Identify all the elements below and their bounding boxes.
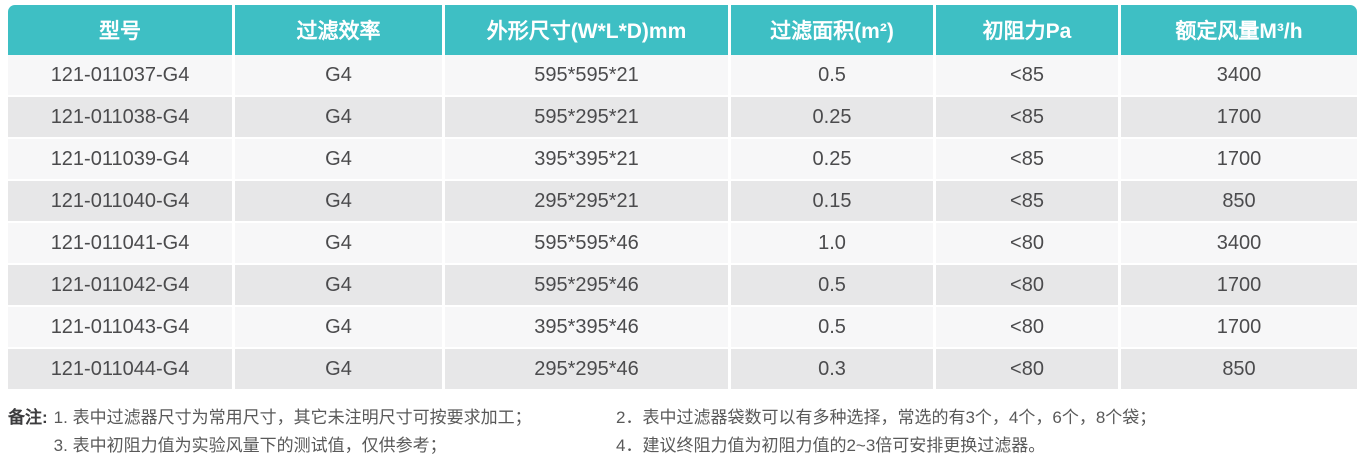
cell-model: 121-011037-G4: [8, 55, 232, 97]
cell-area: 0.5: [728, 55, 933, 97]
cell-area: 0.25: [728, 139, 933, 181]
cell-resistance: <85: [933, 55, 1118, 97]
cell-resistance: <80: [933, 307, 1118, 349]
cell-efficiency: G4: [232, 181, 442, 223]
cell-model: 121-011038-G4: [8, 97, 232, 139]
cell-airflow: 1700: [1118, 139, 1357, 181]
cell-model: 121-011042-G4: [8, 265, 232, 307]
cell-efficiency: G4: [232, 139, 442, 181]
cell-model: 121-011044-G4: [8, 349, 232, 391]
col-header-area: 过滤面积(m²): [728, 5, 933, 55]
table-row: 121-011043-G4 G4 395*395*46 0.5 <80 1700: [8, 307, 1357, 349]
cell-area: 0.3: [728, 349, 933, 391]
cell-airflow: 3400: [1118, 55, 1357, 97]
cell-dimensions: 295*295*46: [442, 349, 728, 391]
table-row: 121-011037-G4 G4 595*595*21 0.5 <85 3400: [8, 55, 1357, 97]
cell-dimensions: 595*595*21: [442, 55, 728, 97]
cell-airflow: 850: [1118, 181, 1357, 223]
cell-airflow: 850: [1118, 349, 1357, 391]
cell-efficiency: G4: [232, 307, 442, 349]
cell-efficiency: G4: [232, 349, 442, 391]
table-row: 121-011039-G4 G4 395*395*21 0.25 <85 170…: [8, 139, 1357, 181]
cell-dimensions: 395*395*46: [442, 307, 728, 349]
cell-efficiency: G4: [232, 97, 442, 139]
cell-airflow: 3400: [1118, 223, 1357, 265]
cell-airflow: 1700: [1118, 307, 1357, 349]
remark-item-1: 1. 表中过滤器尺寸为常用尺寸，其它未注明尺寸可按要求加工；: [53, 408, 532, 427]
remark-item-2: 2．表中过滤器袋数可以有多种选择，常选的有3个，4个，6个，8个袋；: [616, 408, 1157, 427]
col-header-model: 型号: [8, 5, 232, 55]
cell-resistance: <80: [933, 265, 1118, 307]
table-row: 121-011040-G4 G4 295*295*21 0.15 <85 850: [8, 181, 1357, 223]
cell-model: 121-011039-G4: [8, 139, 232, 181]
col-header-efficiency: 过滤效率: [232, 5, 442, 55]
remarks-label: 备注:: [8, 408, 48, 427]
table-row: 121-011038-G4 G4 595*295*21 0.25 <85 170…: [8, 97, 1357, 139]
cell-area: 0.25: [728, 97, 933, 139]
cell-resistance: <85: [933, 97, 1118, 139]
cell-model: 121-011041-G4: [8, 223, 232, 265]
header-row: 型号 过滤效率 外形尺寸(W*L*D)mm 过滤面积(m²) 初阻力Pa 额定风…: [8, 5, 1357, 55]
table-row: 121-011041-G4 G4 595*595*46 1.0 <80 3400: [8, 223, 1357, 265]
col-header-airflow: 额定风量M³/h: [1118, 5, 1357, 55]
cell-area: 0.5: [728, 265, 933, 307]
remarks-right-column: 2．表中过滤器袋数可以有多种选择，常选的有3个，4个，6个，8个袋； 4．建议终…: [616, 404, 1357, 457]
remark-item-4: 4．建议终阻力值为初阻力值的2~3倍可安排更换过滤器。: [616, 436, 1046, 455]
remarks-left-items: 1. 表中过滤器尺寸为常用尺寸，其它未注明尺寸可按要求加工； 3. 表中初阻力值…: [54, 404, 532, 457]
cell-dimensions: 295*295*21: [442, 181, 728, 223]
cell-resistance: <80: [933, 223, 1118, 265]
cell-resistance: <85: [933, 139, 1118, 181]
cell-model: 121-011043-G4: [8, 307, 232, 349]
cell-efficiency: G4: [232, 55, 442, 97]
col-header-dimensions: 外形尺寸(W*L*D)mm: [442, 5, 728, 55]
cell-dimensions: 595*295*21: [442, 97, 728, 139]
cell-efficiency: G4: [232, 223, 442, 265]
cell-area: 0.5: [728, 307, 933, 349]
cell-efficiency: G4: [232, 265, 442, 307]
cell-area: 0.15: [728, 181, 933, 223]
cell-airflow: 1700: [1118, 97, 1357, 139]
cell-area: 1.0: [728, 223, 933, 265]
filter-spec-table: 型号 过滤效率 外形尺寸(W*L*D)mm 过滤面积(m²) 初阻力Pa 额定风…: [8, 5, 1357, 391]
cell-resistance: <80: [933, 349, 1118, 391]
table-row: 121-011042-G4 G4 595*295*46 0.5 <80 1700: [8, 265, 1357, 307]
col-header-resistance: 初阻力Pa: [933, 5, 1118, 55]
remarks-left-column: 备注: 1. 表中过滤器尺寸为常用尺寸，其它未注明尺寸可按要求加工； 3. 表中…: [8, 404, 616, 457]
cell-dimensions: 595*595*46: [442, 223, 728, 265]
cell-model: 121-011040-G4: [8, 181, 232, 223]
table-row: 121-011044-G4 G4 295*295*46 0.3 <80 850: [8, 349, 1357, 391]
remarks-section: 备注: 1. 表中过滤器尺寸为常用尺寸，其它未注明尺寸可按要求加工； 3. 表中…: [8, 404, 1357, 457]
cell-airflow: 1700: [1118, 265, 1357, 307]
cell-dimensions: 595*295*46: [442, 265, 728, 307]
cell-resistance: <85: [933, 181, 1118, 223]
remark-item-3: 3. 表中初阻力值为实验风量下的测试值，仅供参考；: [53, 436, 447, 455]
cell-dimensions: 395*395*21: [442, 139, 728, 181]
